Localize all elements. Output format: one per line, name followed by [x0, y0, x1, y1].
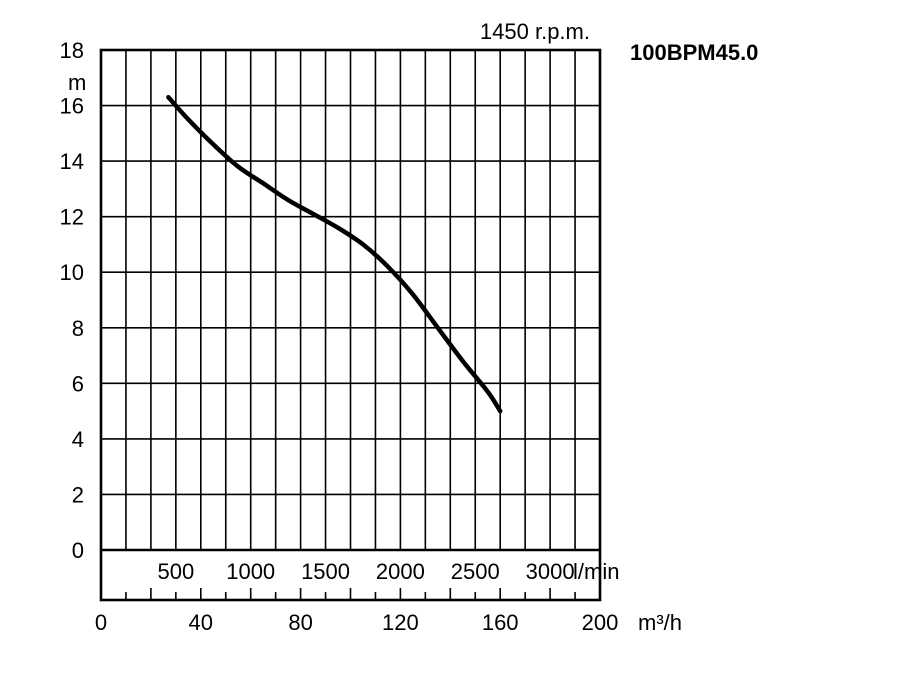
y-tick-label: 0: [72, 538, 84, 563]
x-tick-label: 200: [582, 610, 619, 635]
x-tick-label: 80: [288, 610, 312, 635]
chart-subtitle: 1450 r.p.m.: [480, 19, 590, 44]
y-tick-label: 14: [60, 149, 84, 174]
lmin-tick-label: 1500: [301, 559, 350, 584]
x-tick-label: 120: [382, 610, 419, 635]
lmin-unit-label: l/min: [573, 559, 619, 584]
lmin-tick-label: 3000: [526, 559, 575, 584]
x-tick-label: 40: [189, 610, 213, 635]
y-tick-label: 10: [60, 260, 84, 285]
curve-layer: [166, 94, 503, 414]
lmin-tick-labels: 500 1000 1500 2000 2500 3000: [157, 559, 574, 584]
y-tick-label: 18: [60, 38, 84, 63]
lmin-tick-label: 500: [157, 559, 194, 584]
x-axis-label: m³/h: [638, 610, 682, 635]
y-axis-label: m: [68, 70, 86, 95]
y-tick-label: 6: [72, 371, 84, 396]
lmin-tick-label: 2000: [376, 559, 425, 584]
y-tick-label: 12: [60, 205, 84, 230]
y-tick-label: 16: [60, 94, 84, 119]
y-tick-label: 8: [72, 316, 84, 341]
y-tick-labels: 0 2 4 6 8 10 12 14 16 18: [60, 38, 84, 563]
chart-title: 100BPM45.0: [630, 40, 758, 65]
y-tick-label: 4: [72, 427, 84, 452]
y-tick-label: 2: [72, 482, 84, 507]
x-tick-label: 160: [482, 610, 519, 635]
x-tick-labels: 0 40 80 120 160 200: [95, 610, 618, 635]
x-tick-label: 0: [95, 610, 107, 635]
plot-frame: [99, 48, 602, 602]
grid: [101, 50, 600, 550]
lmin-tick-label: 2500: [451, 559, 500, 584]
lmin-tick-label: 1000: [226, 559, 275, 584]
pump-curve-line: [166, 94, 503, 414]
